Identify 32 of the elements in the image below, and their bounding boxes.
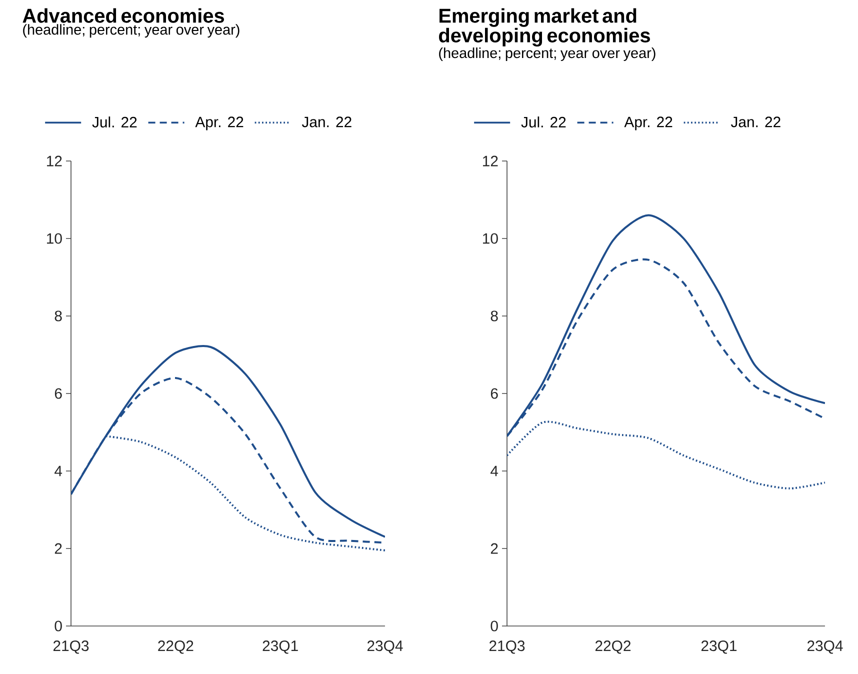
x-tick-label: 21Q3	[489, 640, 525, 654]
x-tick-label: 23Q4	[807, 640, 843, 654]
legend-label: Jan. 22	[302, 116, 352, 128]
chart-subtitle: (headline; percent; year over year)	[439, 48, 656, 61]
x-tick-label: 23Q4	[367, 640, 403, 654]
legend-label: Apr. 22	[195, 116, 244, 130]
y-tick-label: 2	[54, 543, 62, 554]
y-tick-label: 8	[54, 310, 62, 322]
y-tick-label: 6	[490, 388, 498, 399]
x-tick-label: 23Q1	[701, 640, 737, 654]
y-tick-label: 8	[490, 310, 498, 322]
y-tick-label: 12	[47, 156, 62, 166]
y-tick-label: 0	[54, 620, 62, 632]
x-tick-label: 22Q2	[158, 640, 194, 654]
x-tick-label: 21Q3	[53, 640, 89, 654]
legend-label: Jan. 22	[730, 116, 780, 128]
y-tick-label: 10	[47, 233, 62, 244]
legend-label: Apr. 22	[624, 116, 672, 130]
y-tick-label: 6	[54, 388, 62, 399]
chart-subtitle: (headline; percent; year over year)	[23, 24, 240, 38]
y-tick-label: 4	[54, 466, 62, 476]
legend-label: Jul. 22	[521, 116, 566, 128]
y-tick-label: 2	[490, 543, 498, 554]
y-tick-label: 10	[483, 233, 498, 244]
x-tick-label: 22Q2	[595, 640, 631, 654]
chart-title: Emerging market and developing economies	[439, 8, 650, 47]
legend-label: Jul. 22	[92, 116, 137, 128]
y-tick-label: 12	[483, 156, 498, 166]
x-tick-label: 23Q1	[262, 640, 298, 654]
chart-title: Advanced economies	[22, 8, 224, 23]
y-tick-label: 4	[490, 466, 498, 476]
y-tick-label: 0	[490, 620, 498, 632]
